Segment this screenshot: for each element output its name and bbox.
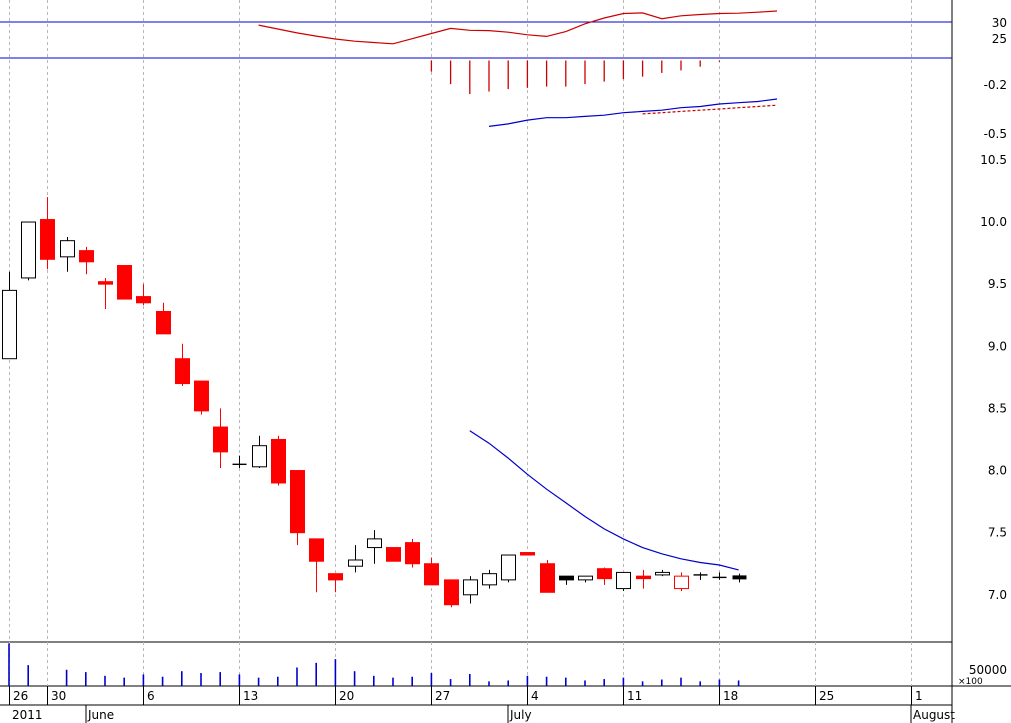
candle-body-6 <box>117 265 132 300</box>
candle-body-5 <box>98 281 113 285</box>
candle-body-31 <box>597 568 612 580</box>
x-month-label-2: August <box>913 708 955 722</box>
x-day-label-1: 30 <box>51 689 66 703</box>
price-panel <box>2 197 747 608</box>
macd-tick-label-1: -0.5 <box>984 127 1007 141</box>
candle-body-3 <box>60 240 75 258</box>
x-day-label-2: 6 <box>147 689 155 703</box>
candle-body-23 <box>444 579 459 606</box>
x-day-label-4: 20 <box>339 689 354 703</box>
price-tick-label-0: 7.0 <box>988 588 1007 602</box>
candle-body-20 <box>386 547 401 562</box>
candle-body-9 <box>175 358 190 385</box>
price-tick-label-2: 8.0 <box>988 464 1007 478</box>
x-month-label-1: July <box>509 708 532 722</box>
candle-body-24 <box>463 579 478 596</box>
candle-body-21 <box>405 542 420 565</box>
price-tick-label-3: 8.5 <box>988 401 1007 415</box>
x-day-label-9: 25 <box>819 689 834 703</box>
candle-body-4 <box>79 250 94 263</box>
volume-multiplier-label: ×100 <box>958 677 983 687</box>
x-day-label-5: 27 <box>435 689 450 703</box>
candle-body-29 <box>559 575 574 581</box>
price-tick-label-4: 9.0 <box>988 339 1007 353</box>
candle-body-15 <box>290 470 305 534</box>
x-day-label-8: 18 <box>723 689 738 703</box>
candle-body-19 <box>367 538 382 549</box>
candle-body-34 <box>655 571 670 576</box>
candle-body-35 <box>674 575 689 590</box>
volume-tick-label: 50000 <box>969 663 1007 677</box>
candle-body-16 <box>309 538 324 562</box>
candle-body-18 <box>348 559 363 567</box>
candle-body-28 <box>540 563 555 593</box>
candle-body-11 <box>213 426 228 453</box>
macd-line-0 <box>488 98 778 127</box>
candle-body-30 <box>578 575 593 581</box>
rsi-tick-label-0: 30 <box>992 16 1007 30</box>
x-day-label-6: 4 <box>531 689 539 703</box>
y-axis-labels: 30 25 -0.2 -0.5 7.0 7.5 8.0 8.5 9.0 9.5 10.0 10.5 50… <box>958 16 1007 687</box>
candle-body-13 <box>252 445 267 468</box>
candle-body-32 <box>616 571 631 590</box>
macd-panel <box>430 60 778 127</box>
x-month-label-0: June <box>87 708 114 722</box>
candle-body-2 <box>40 219 55 260</box>
x-day-label-0: 26 <box>13 689 28 703</box>
rsi-line <box>258 10 778 45</box>
candle-body-0 <box>2 289 17 360</box>
price-tick-label-5: 9.5 <box>988 277 1007 291</box>
candle-body-10 <box>194 380 209 412</box>
candle-body-26 <box>501 554 516 581</box>
volume-panel <box>8 643 740 686</box>
x-day-label-3: 13 <box>243 689 258 703</box>
price-tick-label-7: 10.5 <box>980 153 1007 167</box>
moving-average-line <box>469 430 739 571</box>
rsi-panel <box>0 10 952 59</box>
x-year-label: 2011 <box>12 708 43 722</box>
candle-body-33 <box>636 575 651 580</box>
candle-body-17 <box>328 573 343 581</box>
rsi-tick-label-1: 25 <box>992 32 1007 46</box>
x-day-label-7: 11 <box>627 689 642 703</box>
candle-body-8 <box>156 310 171 335</box>
candle-body-27 <box>520 552 535 556</box>
x-axis: 26 30 6 13 20 27 4 11 18 25 1 2011 June July August <box>9 686 955 723</box>
x-day-label-10: 1 <box>915 689 923 703</box>
price-tick-label-6: 10.0 <box>980 215 1007 229</box>
candle-body-14 <box>271 438 286 484</box>
candle-body-7 <box>136 296 151 304</box>
candle-body-1 <box>21 221 36 279</box>
price-tick-label-1: 7.5 <box>988 526 1007 540</box>
macd-line-1 <box>642 104 778 115</box>
candle-body-25 <box>482 573 497 586</box>
candle-body-22 <box>424 563 439 586</box>
macd-tick-label-0: -0.2 <box>984 78 1007 92</box>
